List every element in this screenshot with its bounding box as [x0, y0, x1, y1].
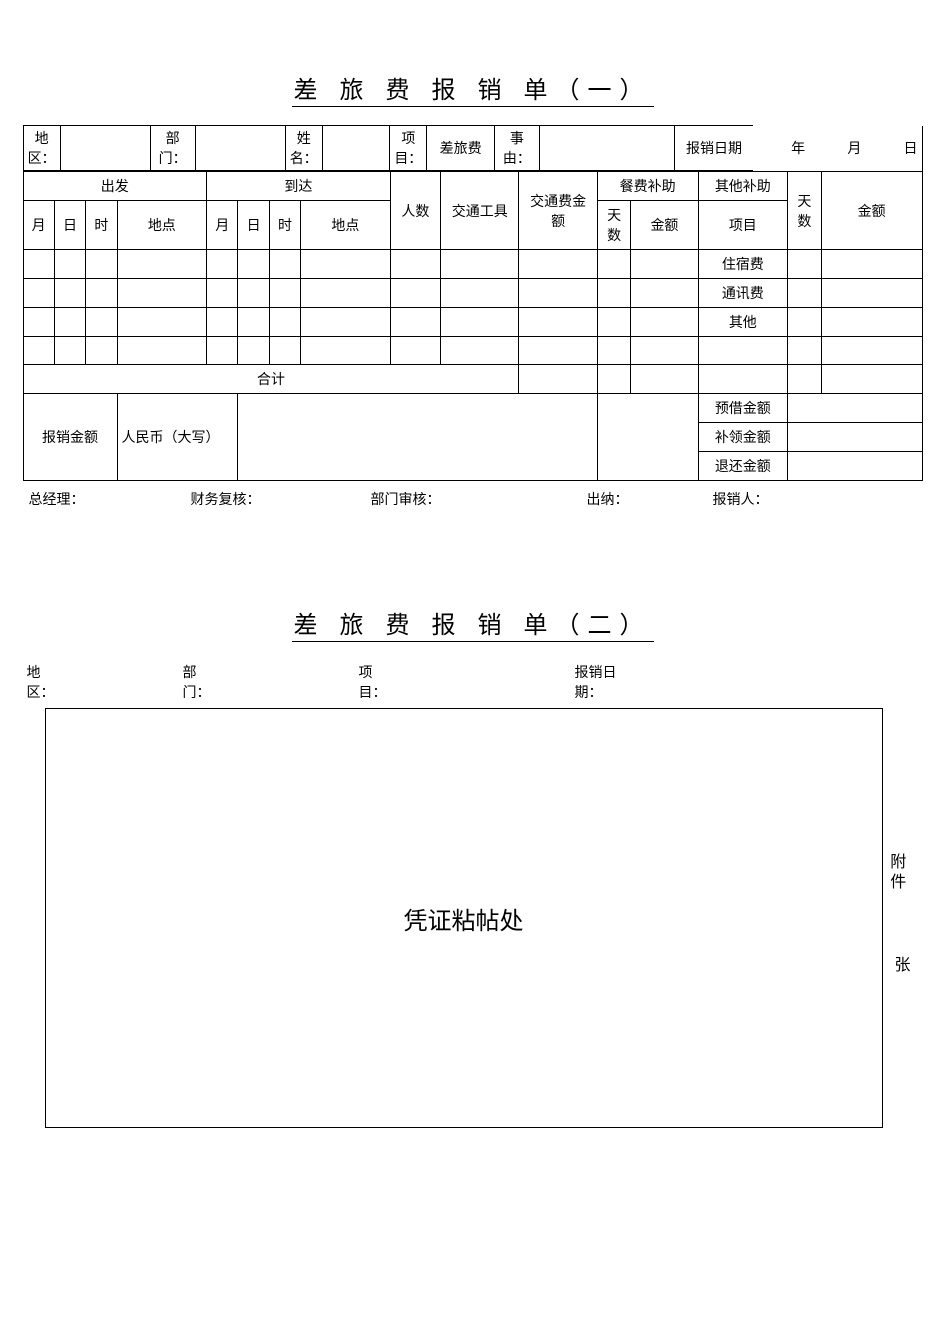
f2-dept-label: 部门： — [179, 660, 215, 704]
project-label: 项目： — [390, 126, 427, 171]
sheet-label: 张 — [883, 953, 923, 979]
form1-info-row: 地区： 部门： 姓名： 项目： 差旅费 事由： 报销日期 年 月 日 — [23, 125, 923, 171]
table-row: 住宿费 — [23, 250, 922, 279]
hdr-dm: 月 — [23, 201, 54, 250]
day-label: 日 — [899, 126, 922, 171]
project-value: 差旅费 — [427, 126, 495, 171]
total-row: 合计 — [23, 365, 922, 394]
f2-date-label: 报销日期： — [571, 660, 621, 704]
reason-label: 事由： — [494, 126, 539, 171]
month-label: 月 — [843, 126, 866, 171]
total-label: 合计 — [23, 365, 519, 394]
supplement-value[interactable] — [788, 423, 922, 452]
table-row: 其他 — [23, 308, 922, 337]
other-item-3 — [698, 337, 788, 365]
form1-title: 差 旅 费 报 销 单（一） — [20, 70, 925, 105]
prepaid-value[interactable] — [788, 394, 922, 423]
footer-blank[interactable] — [597, 394, 698, 481]
hdr-trans-amount: 交通费金额 — [519, 172, 597, 250]
signatures: 总经理： 财务复核： 部门审核： 出纳： 报销人： — [23, 487, 923, 515]
paste-label: 凭证粘帖处 — [404, 901, 524, 936]
hdr-other-item: 项目 — [698, 201, 788, 250]
other-item-1: 通讯费 — [698, 279, 788, 308]
other-item-0: 住宿费 — [698, 250, 788, 279]
supplement-label: 补领金额 — [698, 423, 788, 452]
region-label: 地区： — [23, 126, 60, 171]
hdr-other: 其他补助 — [698, 172, 788, 201]
hdr-meal-days: 天数 — [597, 201, 631, 250]
hdr-people: 人数 — [390, 172, 440, 250]
hdr-dh: 时 — [86, 201, 117, 250]
dept-value[interactable] — [195, 126, 285, 171]
sig-gm: 总经理： — [23, 487, 185, 515]
f2-region-value[interactable] — [59, 660, 179, 704]
rmb-value[interactable] — [238, 394, 597, 481]
hdr-depart: 出发 — [23, 172, 207, 201]
region-value[interactable] — [60, 126, 150, 171]
refund-label: 退还金额 — [698, 452, 788, 481]
attach-label: 附件 — [883, 853, 909, 893]
f2-region-label: 地区： — [23, 660, 59, 704]
hdr-meal: 餐费补助 — [597, 172, 698, 201]
table-row: 通讯费 — [23, 279, 922, 308]
sig-dept: 部门审核： — [365, 487, 581, 515]
form1-main-table: 出发 到达 人数 交通工具 交通费金额 餐费补助 其他补助 天数 金额 月 日 … — [23, 171, 923, 481]
hdr-transport: 交通工具 — [441, 172, 519, 250]
form2-info-row: 地区： 部门： 项目： 报销日期： — [23, 660, 923, 704]
year-label: 年 — [787, 126, 810, 171]
hdr-days: 天数 — [788, 172, 822, 250]
sig-cashier: 出纳： — [581, 487, 707, 515]
table-row — [23, 337, 922, 365]
hdr-amount: 金额 — [821, 172, 922, 250]
other-item-2: 其他 — [698, 308, 788, 337]
f2-project-label: 项目： — [355, 660, 391, 704]
paste-area[interactable]: 凭证粘帖处 — [45, 708, 883, 1128]
hdr-dloc: 地点 — [117, 201, 207, 250]
hdr-am: 月 — [207, 201, 238, 250]
f2-project-value[interactable] — [391, 660, 571, 704]
prepaid-label: 预借金额 — [698, 394, 788, 423]
sig-person: 报销人： — [707, 487, 923, 515]
name-value[interactable] — [322, 126, 390, 171]
sig-finance: 财务复核： — [185, 487, 365, 515]
hdr-dd: 日 — [54, 201, 85, 250]
side-label: 附件 张 — [883, 853, 923, 979]
hdr-ah: 时 — [269, 201, 300, 250]
f2-date-value[interactable] — [621, 660, 923, 704]
hdr-meal-amount: 金额 — [631, 201, 698, 250]
hdr-arrive: 到达 — [207, 172, 391, 201]
form2-title: 差 旅 费 报 销 单（二） — [20, 605, 925, 640]
dept-label: 部门： — [150, 126, 195, 171]
name-label: 姓名： — [285, 126, 322, 171]
refund-value[interactable] — [788, 452, 922, 481]
reimburse-label: 报销金额 — [23, 394, 117, 481]
date-label: 报销日期 — [674, 126, 753, 171]
rmb-label: 人民币（大写） — [117, 394, 238, 481]
hdr-ad: 日 — [238, 201, 269, 250]
f2-dept-value[interactable] — [215, 660, 355, 704]
hdr-aloc: 地点 — [301, 201, 391, 250]
reason-value[interactable] — [539, 126, 674, 171]
